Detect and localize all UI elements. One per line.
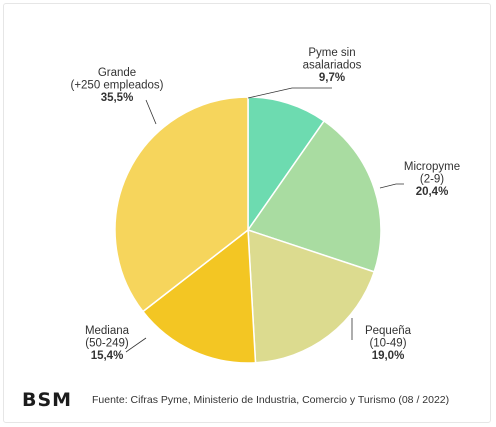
pie-slices [114, 96, 382, 364]
leader-lines [125, 87, 404, 353]
slice-label-2-line-1: Micropyme [404, 161, 460, 173]
slice-value-4: 15,4% [91, 350, 124, 362]
slice-label-1-line-2: asalariados [303, 60, 362, 72]
slice-label-5-line-1: Grande [98, 67, 136, 79]
bsm-logo: BSM [22, 389, 73, 411]
slice-value-2: 20,4% [416, 186, 449, 198]
slice-label-4-line-2: (50-249) [85, 338, 129, 350]
slice-label-4-line-1: Mediana [85, 325, 130, 337]
pie-slice-3 [247, 228, 376, 364]
leader-line-2 [379, 183, 404, 189]
slice-label-3-line-2: (10-49) [369, 338, 406, 350]
leader-line-5 [145, 99, 157, 125]
pie-slice-1 [247, 96, 326, 233]
slice-value-1: 9,7% [319, 72, 345, 84]
source-note: Fuente: Cifras Pyme, Ministerio de Indus… [92, 394, 450, 406]
leader-line-1 [247, 87, 332, 99]
slice-value-3: 19,0% [372, 350, 405, 362]
slice-value-5: 35,5% [101, 92, 134, 104]
slice-label-3-line-1: Pequeña [365, 325, 412, 337]
slice-label-5-line-2: (+250 empleados) [70, 80, 163, 92]
pie-slice-2 [246, 119, 382, 273]
slice-label-1-line-1: Pyme sin [308, 47, 355, 59]
slice-label-2-line-2: (2-9) [420, 174, 444, 186]
leader-line-4 [125, 337, 147, 353]
pie-slice-4 [141, 228, 257, 364]
footer: BSM Fuente: Cifras Pyme, Ministerio de I… [22, 388, 482, 412]
pie-slice-5 [114, 96, 249, 313]
